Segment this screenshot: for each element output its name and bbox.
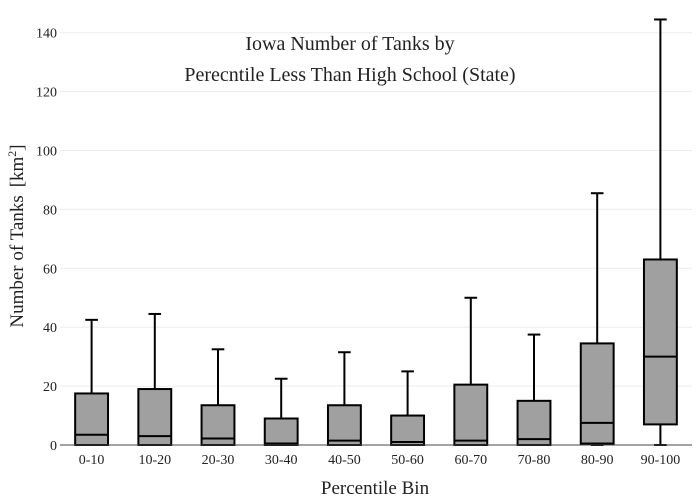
x-tick-label: 20-30	[202, 453, 235, 468]
box-body	[390, 414, 426, 447]
box-30-40	[263, 377, 299, 446]
box-body	[642, 258, 678, 426]
x-tick-labels: 0-10 10-20 20-30 30-40 40-50 50-60 60-70 70-80 8…	[79, 453, 680, 468]
y-tick-label: 140	[36, 27, 57, 42]
y-tick-label: 20	[43, 380, 57, 395]
x-tick-label: 0-10	[79, 453, 105, 468]
x-tick-label: 40-50	[328, 453, 361, 468]
box-body	[326, 404, 362, 447]
box-series	[74, 18, 678, 447]
box-body	[453, 383, 489, 447]
box-0-10	[74, 318, 110, 446]
y-tick-labels: 0 20 40 60 80 100 120 140	[36, 27, 57, 454]
y-axis-label-unit-exponent: 2	[5, 151, 19, 157]
box-body	[74, 392, 110, 446]
box-50-60	[390, 370, 426, 447]
y-axis-label-unit: [km	[7, 156, 28, 187]
y-tick-label: 40	[43, 321, 57, 336]
box-70-80	[516, 333, 552, 446]
box-90-100	[642, 18, 678, 446]
box-10-20	[137, 312, 173, 447]
box-body	[579, 342, 615, 445]
gridlines	[60, 32, 692, 387]
x-tick-label: 70-80	[518, 453, 551, 468]
x-tick-label: 60-70	[454, 453, 487, 468]
chart-title-line-1: Iowa Number of Tanks by	[245, 33, 454, 55]
y-tick-label: 0	[50, 439, 57, 454]
box-60-70	[453, 296, 489, 447]
y-axis-label-main: Number of Tanks	[7, 195, 28, 327]
box-body	[263, 417, 299, 446]
x-tick-label: 50-60	[391, 453, 424, 468]
x-tick-label: 10-20	[138, 453, 171, 468]
chart-title-line-2: Perecntile Less Than High School (State)	[184, 64, 515, 86]
x-tick-label: 80-90	[581, 453, 614, 468]
x-axis-label: Percentile Bin	[321, 478, 430, 499]
y-axis-label-unit-close: ]	[7, 144, 28, 150]
y-tick-label: 120	[36, 86, 57, 101]
box-80-90	[579, 192, 615, 446]
y-tick-label: 80	[43, 203, 57, 218]
box-body	[516, 399, 552, 446]
x-tick-label: 30-40	[265, 453, 298, 468]
x-tick-label: 90-100	[641, 453, 681, 468]
y-tick-label: 100	[36, 145, 57, 160]
box-20-30	[200, 348, 236, 447]
y-tick-label: 60	[43, 262, 57, 277]
box-40-50	[326, 351, 362, 447]
y-axis-label: Number of Tanks [km2]	[5, 144, 28, 327]
